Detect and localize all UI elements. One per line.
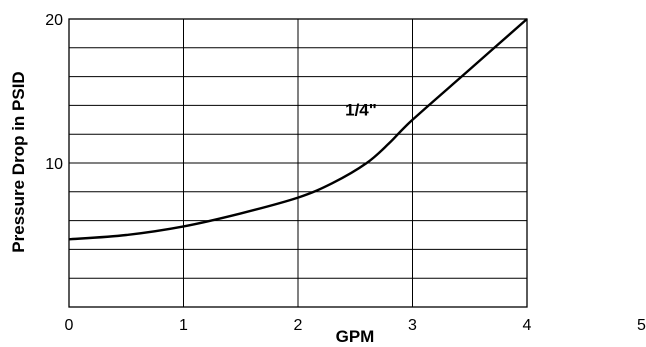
grid	[69, 19, 527, 307]
x-tick-label: 1	[179, 317, 188, 334]
y-tick-label: 10	[45, 156, 63, 173]
x-axis-label: GPM	[336, 327, 375, 346]
y-tick-labels: 10 20	[45, 12, 63, 173]
x-tick-labels: 0 1 2 3 4 5	[65, 317, 646, 334]
series-label: 1/4"	[345, 101, 377, 120]
y-axis-label: Pressure Drop in PSID	[9, 71, 28, 252]
series-line	[68, 18, 528, 241]
x-tick-label: 2	[294, 317, 303, 334]
x-tick-label: 4	[523, 317, 532, 334]
x-tick-label: 5	[637, 317, 646, 334]
x-tick-label: 3	[408, 317, 417, 334]
x-tick-label: 0	[65, 317, 74, 334]
plot-frame	[68, 18, 528, 308]
series-layer: 1/4"	[68, 18, 528, 241]
y-tick-label: 20	[45, 12, 63, 29]
